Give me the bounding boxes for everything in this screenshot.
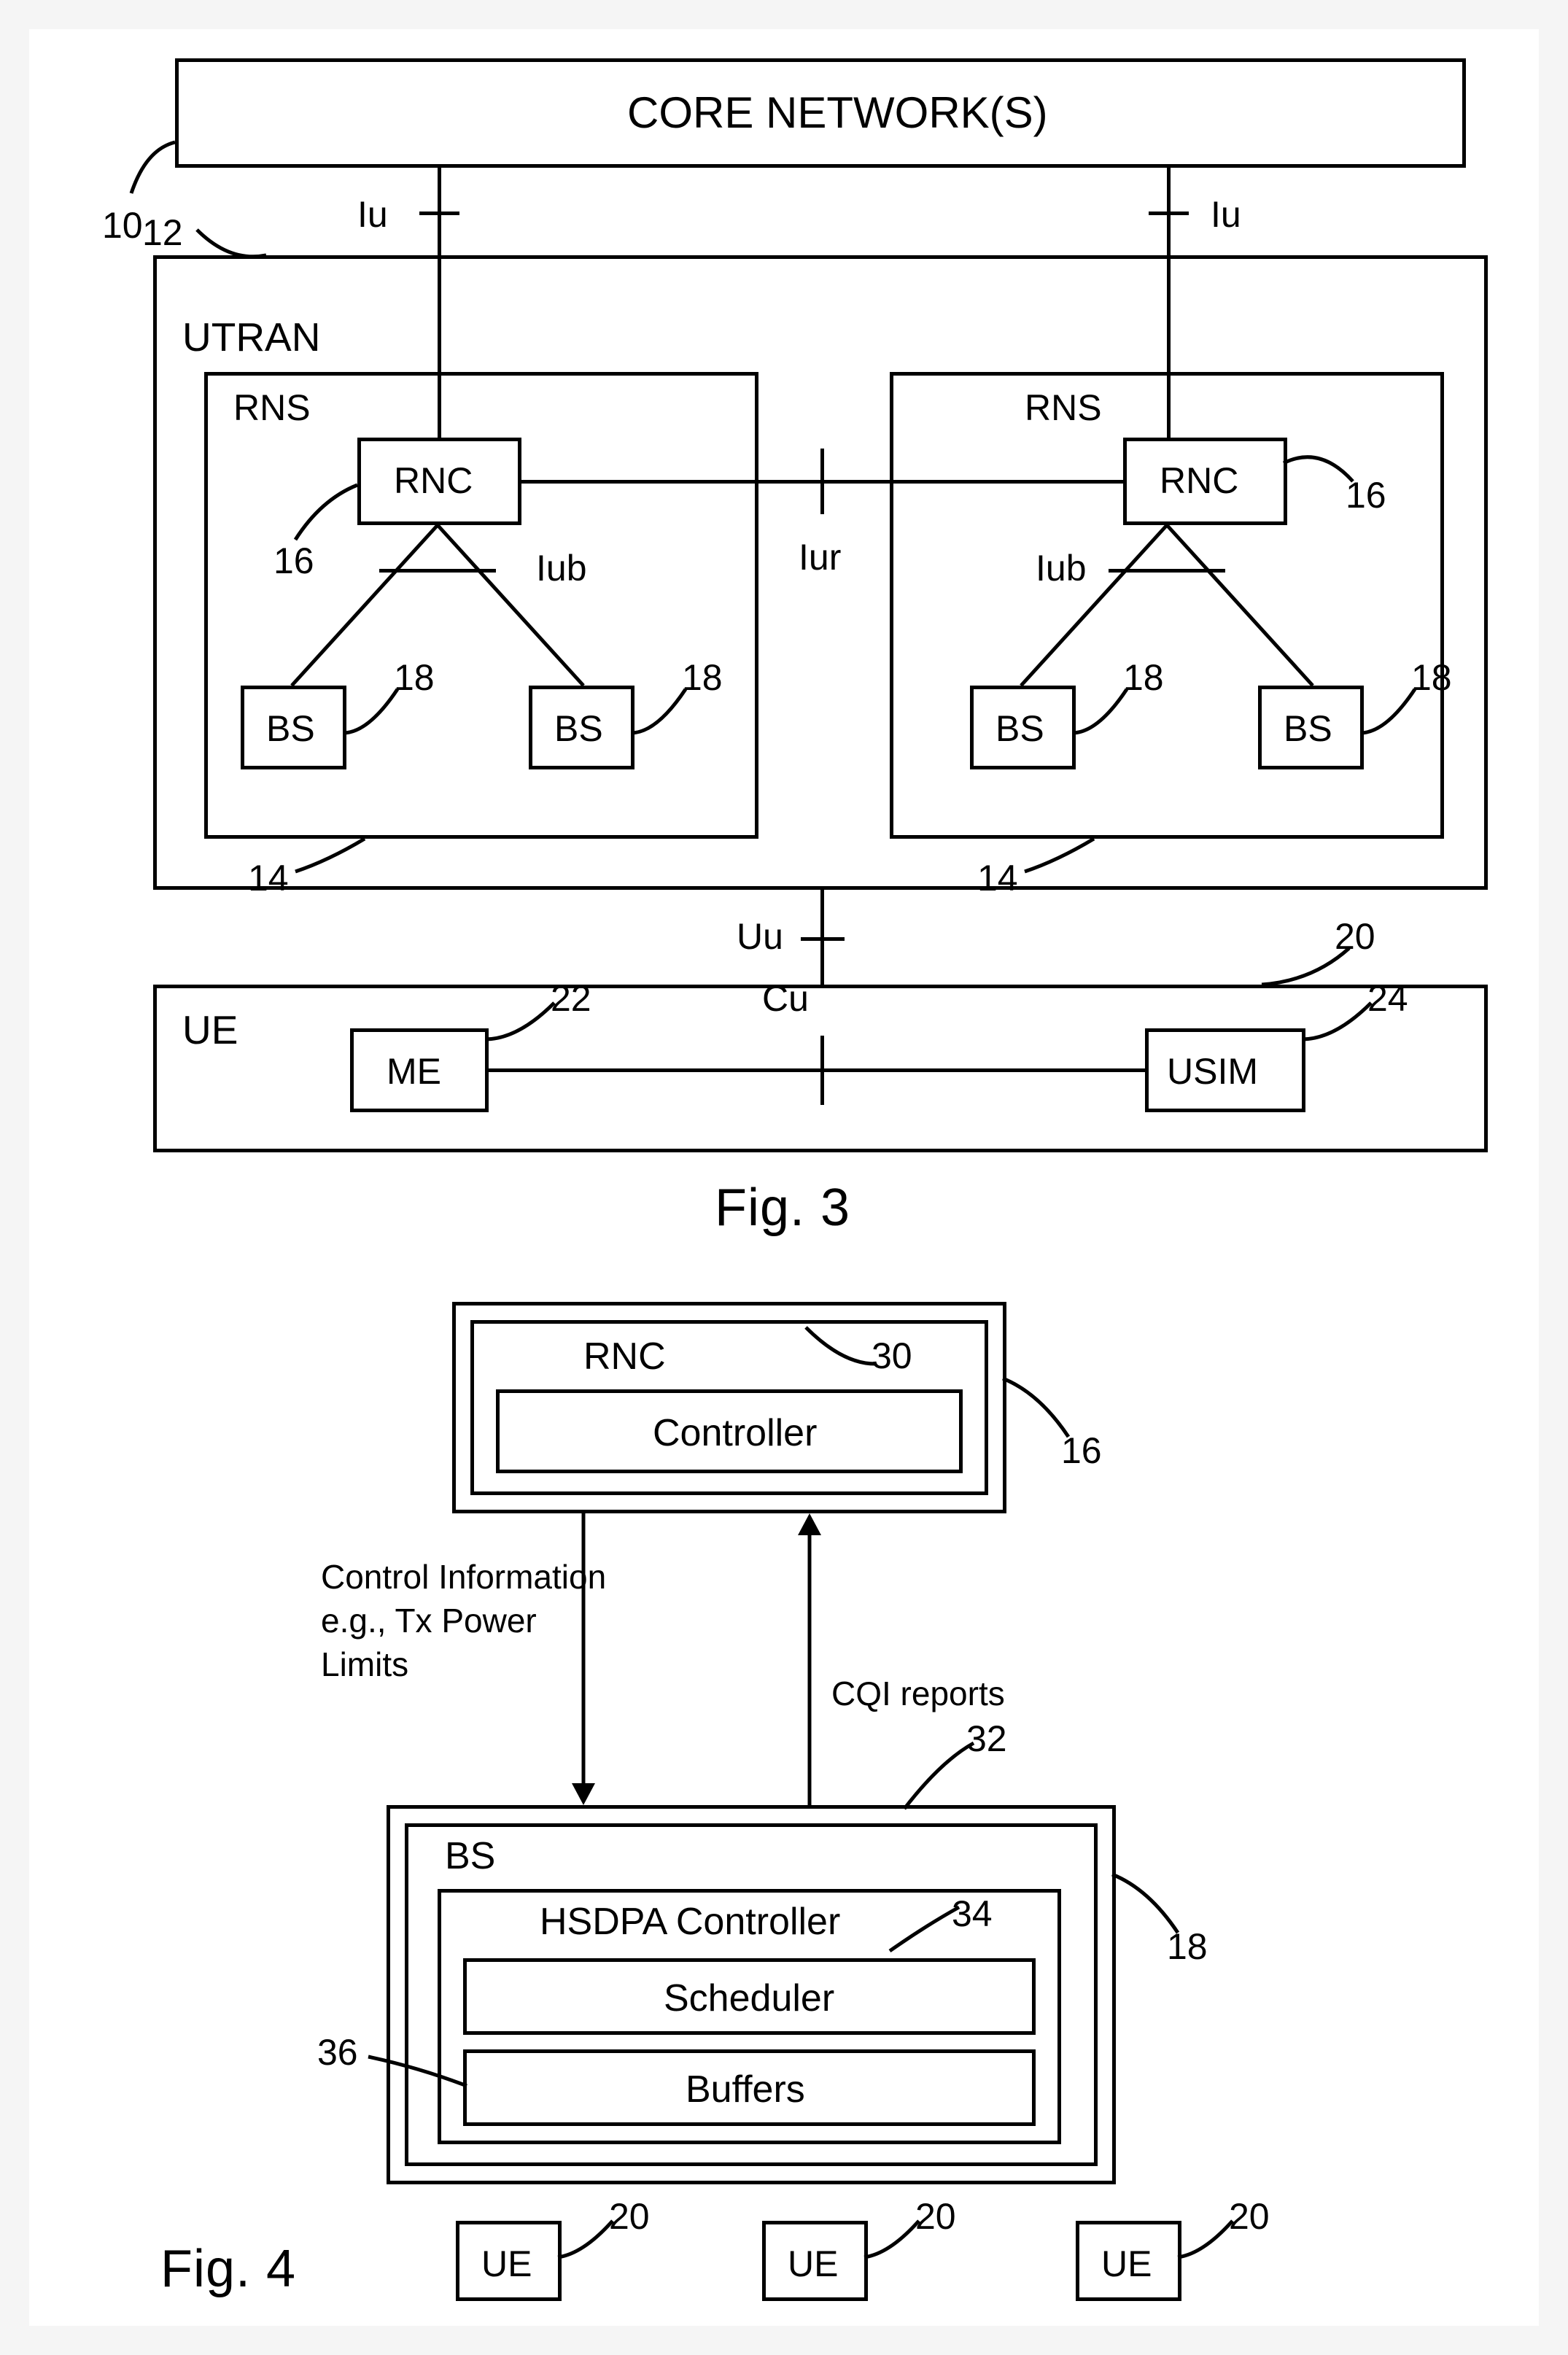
ref-10: 10 bbox=[102, 204, 143, 247]
fig4-bs-label: BS bbox=[445, 1834, 495, 1878]
fig4-buffers-label: Buffers bbox=[686, 2068, 805, 2111]
ref-34: 34 bbox=[952, 1893, 993, 1935]
ref-20-2: 20 bbox=[915, 2195, 956, 2238]
bs-r1-label: BS bbox=[995, 707, 1044, 750]
ref-22-leader bbox=[481, 999, 562, 1043]
cu-tick bbox=[820, 1036, 824, 1105]
iu-right-label: Iu bbox=[1211, 193, 1241, 236]
iu-left-to-rnc bbox=[438, 255, 441, 438]
ref-18-fig4: 18 bbox=[1167, 1925, 1208, 1968]
ref-22: 22 bbox=[551, 977, 591, 1020]
ref-10-leader bbox=[124, 142, 190, 208]
ref-16-fig4: 16 bbox=[1061, 1429, 1102, 1472]
ref-18-r1: 18 bbox=[1123, 656, 1164, 699]
iu-right-tick bbox=[1149, 212, 1189, 215]
ref-36: 36 bbox=[317, 2031, 358, 2073]
fig4-rnc-label: RNC bbox=[583, 1335, 666, 1378]
ref-20-1: 20 bbox=[609, 2195, 650, 2238]
rnc-left-label: RNC bbox=[394, 459, 473, 502]
ref-18-l2: 18 bbox=[682, 656, 723, 699]
fig4-controller-label: Controller bbox=[653, 1411, 817, 1455]
iu-left-tick bbox=[419, 212, 459, 215]
fig4-ue2-label: UE bbox=[788, 2243, 838, 2285]
fig4-up-l: CQI reports bbox=[831, 1674, 1005, 1713]
rnc-right-fan bbox=[977, 525, 1357, 693]
fig4-ue1-label: UE bbox=[481, 2243, 532, 2285]
fig4-down-l1: Control Information bbox=[321, 1557, 606, 1596]
ref-32: 32 bbox=[966, 1718, 1007, 1760]
fig4-down-l3: Limits bbox=[321, 1645, 408, 1684]
ref-14-right-leader bbox=[1021, 839, 1101, 879]
cu-label: Cu bbox=[762, 977, 809, 1020]
rnc-left-fan bbox=[248, 525, 627, 693]
ref-14-left: 14 bbox=[248, 857, 289, 899]
iur-label: Iur bbox=[799, 536, 841, 578]
iu-left-label: Iu bbox=[357, 193, 388, 236]
ue-label: UE bbox=[182, 1006, 238, 1053]
ref-12-leader bbox=[193, 230, 273, 273]
ref-20-3: 20 bbox=[1229, 2195, 1270, 2238]
ref-14-right: 14 bbox=[977, 857, 1018, 899]
usim-label: USIM bbox=[1167, 1050, 1258, 1093]
ref-18-l1: 18 bbox=[394, 656, 435, 699]
cu-hline bbox=[489, 1068, 1145, 1072]
ref-20: 20 bbox=[1335, 915, 1375, 958]
ref-12: 12 bbox=[142, 212, 183, 254]
iu-right-to-rnc bbox=[1167, 255, 1171, 438]
fig4-ue3-label: UE bbox=[1101, 2243, 1152, 2285]
ref-16-right: 16 bbox=[1346, 474, 1386, 516]
uu-label: Uu bbox=[737, 915, 783, 958]
core-network-label: CORE NETWORK(S) bbox=[627, 88, 1048, 138]
bs-l1-label: BS bbox=[266, 707, 315, 750]
ref-24-leader bbox=[1298, 999, 1378, 1043]
fig4-hsdpa-label: HSDPA Controller bbox=[540, 1900, 840, 1944]
utran-label: UTRAN bbox=[182, 314, 320, 360]
fig4-down-l2: e.g., Tx Power bbox=[321, 1601, 537, 1640]
bs-l2-label: BS bbox=[554, 707, 603, 750]
ref-30-leader bbox=[802, 1324, 882, 1375]
me-label: ME bbox=[387, 1050, 441, 1093]
fig4-up-arrow bbox=[795, 1513, 824, 1805]
uu-tick bbox=[801, 937, 845, 941]
fig4-scheduler-label: Scheduler bbox=[664, 1976, 834, 2020]
fig4-caption: Fig. 4 bbox=[160, 2239, 296, 2299]
ref-18-r2: 18 bbox=[1411, 656, 1452, 699]
ref-30: 30 bbox=[872, 1335, 912, 1377]
ref-14-left-leader bbox=[292, 839, 372, 879]
bs-r2-label: BS bbox=[1284, 707, 1332, 750]
rns-right-label: RNS bbox=[1025, 387, 1102, 429]
ref-24: 24 bbox=[1367, 977, 1408, 1020]
rnc-right-label: RNC bbox=[1160, 459, 1238, 502]
iur-tick bbox=[820, 449, 824, 514]
fig3-caption: Fig. 3 bbox=[715, 1178, 850, 1238]
rns-left-label: RNS bbox=[233, 387, 311, 429]
page: CORE NETWORK(S) 10 Iu Iu UTRAN 12 RNS RN… bbox=[29, 29, 1539, 2326]
ref-36-leader bbox=[368, 2057, 470, 2093]
